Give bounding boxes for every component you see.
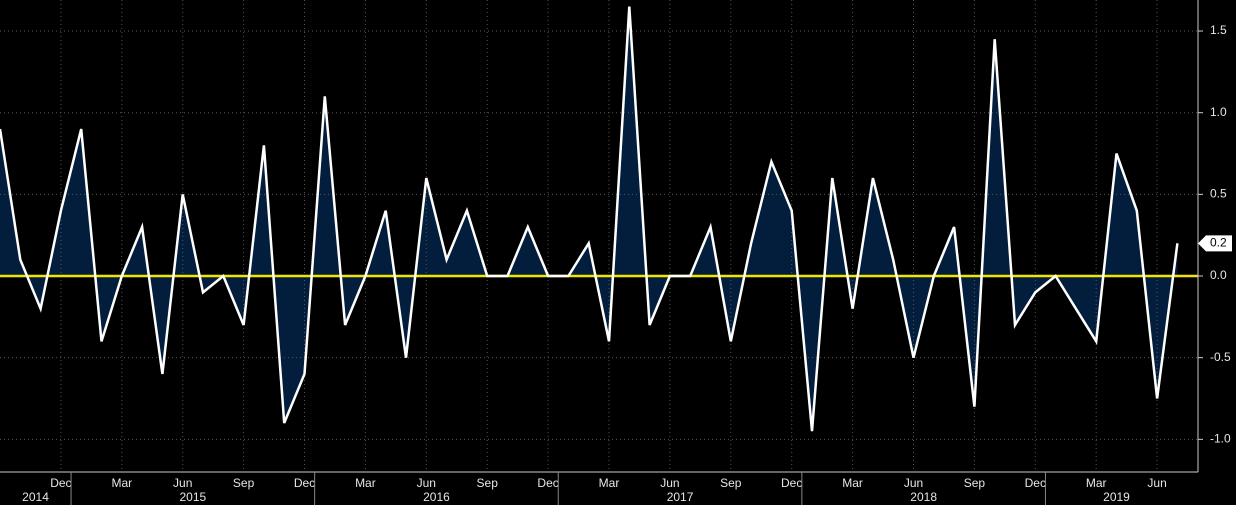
x-tick-label: Jun [904, 476, 923, 490]
x-tick-label: Mar [842, 476, 863, 490]
x-tick-label: Sep [233, 476, 255, 490]
x-tick-label: Jun [417, 476, 436, 490]
x-tick-label: Mar [355, 476, 376, 490]
last-value-label: 0.2 [1210, 236, 1227, 250]
x-tick-label: Mar [111, 476, 132, 490]
y-tick-label: 1.5 [1210, 23, 1227, 37]
x-tick-label: Jun [660, 476, 679, 490]
data-line [0, 6, 1179, 432]
year-label: 2017 [667, 490, 694, 504]
y-tick-label: 0.0 [1210, 268, 1227, 282]
area [0, 6, 1178, 432]
x-tick-label: Sep [477, 476, 499, 490]
x-tick-label: Jun [173, 476, 192, 490]
year-label: 2014 [22, 490, 49, 504]
y-tick-label: 1.0 [1210, 105, 1227, 119]
x-tick-label: Dec [537, 476, 558, 490]
x-tick-label: Sep [964, 476, 986, 490]
x-tick-label: Sep [720, 476, 742, 490]
year-label: 2019 [1103, 490, 1130, 504]
year-label: 2016 [423, 490, 450, 504]
x-tick-label: Dec [50, 476, 71, 490]
year-label: 2015 [179, 490, 206, 504]
x-tick-label: Jun [1147, 476, 1166, 490]
x-tick-label: Dec [781, 476, 802, 490]
x-tick-label: Mar [1086, 476, 1107, 490]
y-tick-label: -1.0 [1210, 432, 1231, 446]
x-tick-label: Mar [599, 476, 620, 490]
y-tick-label: 0.5 [1210, 187, 1227, 201]
x-tick-label: Dec [1025, 476, 1046, 490]
year-label: 2018 [910, 490, 937, 504]
x-tick-label: Dec [294, 476, 315, 490]
y-tick-label: -0.5 [1210, 350, 1231, 364]
last-value-tag [1198, 235, 1232, 252]
